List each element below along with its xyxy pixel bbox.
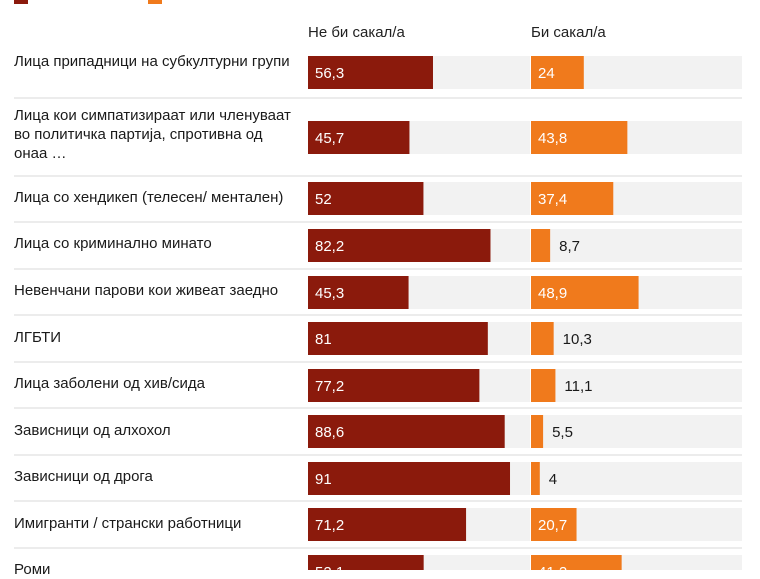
bar-a-10	[308, 555, 424, 570]
legend-swatch-a	[14, 0, 28, 4]
legend-swatch-b	[148, 0, 162, 4]
row-label-5: ЛГБТИ	[14, 329, 62, 346]
value-label-a-7: 88,6	[315, 424, 344, 441]
bar-b-6	[531, 369, 556, 402]
bar-b-9	[531, 508, 577, 541]
bar-a-8	[308, 462, 511, 495]
bar-a-3	[308, 229, 491, 262]
bar-b-7	[531, 415, 544, 448]
value-label-a-10: 52,1	[315, 564, 344, 570]
row-label-6: Лица заболени од хив/сида	[14, 375, 205, 392]
value-label-b-10: 41,2	[538, 564, 567, 570]
value-label-a-4: 45,3	[315, 285, 344, 302]
bar-track	[531, 462, 742, 495]
bar-a-1	[308, 121, 410, 154]
value-label-a-1: 45,7	[315, 130, 344, 147]
row-label-7: Зависници од алхохол	[14, 422, 171, 439]
bar-b-5	[531, 322, 554, 355]
bar-b-1	[531, 121, 628, 154]
column-header-a: Не би сакал/а	[308, 24, 405, 41]
value-label-a-8: 91	[315, 471, 332, 488]
row-label-0: Лица припадници на субкултурни групи	[14, 53, 290, 70]
value-label-b-4: 48,9	[538, 285, 567, 302]
value-label-b-8: 4	[549, 471, 557, 488]
bar-track	[531, 322, 742, 355]
value-label-a-3: 82,2	[315, 238, 344, 255]
bar-track	[531, 229, 742, 262]
value-label-b-6: 11,1	[564, 378, 592, 395]
bar-b-10	[531, 555, 622, 570]
value-label-b-1: 43,8	[538, 130, 567, 147]
value-label-a-2: 52	[315, 191, 332, 208]
value-label-a-5: 81	[315, 331, 332, 348]
value-label-a-0: 56,3	[315, 65, 344, 82]
value-label-b-0: 24	[538, 65, 555, 82]
value-label-b-7: 5,5	[552, 424, 573, 441]
row-label-4: Невенчани парови кои живеат заедно	[14, 282, 279, 299]
bar-track	[531, 415, 742, 448]
value-label-b-3: 8,7	[559, 238, 580, 255]
bar-b-0	[531, 56, 584, 89]
value-label-a-9: 71,2	[315, 517, 344, 534]
row-label-9: Имигранти / странски работници	[14, 515, 242, 532]
bar-track	[531, 369, 742, 402]
bar-a-4	[308, 276, 409, 309]
bar-b-3	[531, 229, 551, 262]
bar-b-4	[531, 276, 639, 309]
row-label-2: Лица со хендикеп (телесен/ ментален)	[14, 189, 284, 206]
value-label-b-9: 20,7	[538, 517, 567, 534]
bar-a-5	[308, 322, 488, 355]
bar-a-2	[308, 182, 424, 215]
row-label-8: Зависници од дрога	[14, 468, 153, 485]
value-label-a-6: 77,2	[315, 378, 344, 395]
bar-a-0	[308, 56, 433, 89]
value-label-b-5: 10,3	[563, 331, 592, 348]
bar-a-7	[308, 415, 505, 448]
bar-b-8	[531, 462, 540, 495]
bar-b-2	[531, 182, 614, 215]
bar-a-6	[308, 369, 480, 402]
row-label-1: Лица кои симпатизираат или членуваат во …	[14, 107, 291, 162]
value-label-b-2: 37,4	[538, 191, 567, 208]
row-label-3: Лица со криминално минато	[14, 235, 212, 252]
column-header-b: Би сакал/а	[531, 24, 606, 41]
bar-a-9	[308, 508, 467, 541]
